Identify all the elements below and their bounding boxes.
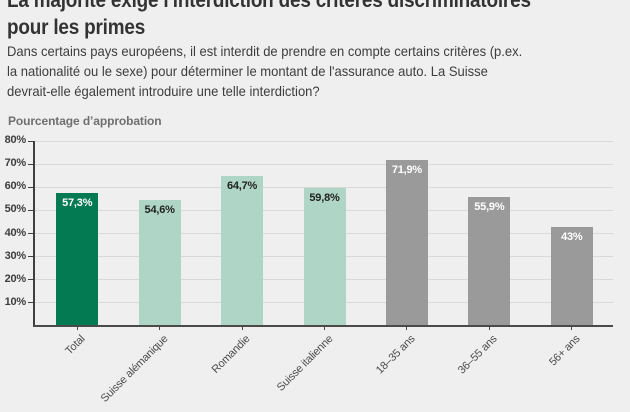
y-axis-label: 30% <box>4 249 27 262</box>
bar <box>550 226 593 326</box>
x-axis-tick <box>406 326 408 330</box>
y-axis-line <box>33 141 35 326</box>
x-axis-line <box>33 325 613 327</box>
bar <box>385 159 428 326</box>
y-axis-tick <box>28 186 33 188</box>
gridline <box>33 163 613 165</box>
page-title: La majorité exige l'interdiction des cri… <box>7 0 630 41</box>
y-axis-label: 80% <box>4 134 27 146</box>
y-axis-label: 60% <box>4 180 27 193</box>
x-axis-label: Total <box>63 333 88 358</box>
chart-subtitle-line-3: devrait-elle également introduire une te… <box>7 83 320 99</box>
y-axis-title: Pourcentage d’approbation <box>8 114 162 128</box>
chart-subtitle: Dans certains pays européens, il est int… <box>7 41 630 101</box>
bar-value-label: 64,7% <box>226 180 258 193</box>
bar <box>303 187 346 326</box>
bar-value-label: 55,9% <box>474 200 505 213</box>
bar <box>468 196 511 326</box>
y-axis-tick <box>28 163 33 165</box>
bar <box>56 193 99 326</box>
x-axis-tick <box>324 326 325 330</box>
x-axis-tick <box>488 326 490 330</box>
y-axis-tick <box>28 233 33 234</box>
y-axis-tick <box>28 256 33 258</box>
y-axis-tick <box>28 140 33 142</box>
x-axis-tick <box>159 326 161 330</box>
x-axis-tick <box>571 326 573 330</box>
x-axis-tick <box>76 326 78 330</box>
y-axis-tick <box>28 302 33 304</box>
x-axis-tick <box>241 326 243 330</box>
y-axis-label: 50% <box>4 203 27 216</box>
gridline <box>33 186 613 188</box>
bar <box>138 199 181 326</box>
bar <box>221 176 264 326</box>
bar-value-label: 54,6% <box>144 203 175 216</box>
bar-value-label: 43% <box>561 230 583 243</box>
page-title-line-2: pour les primes <box>7 16 146 39</box>
y-axis-tick <box>28 279 33 281</box>
chart-subtitle-line-2: la nationalité ou le sexe) pour détermin… <box>7 63 488 79</box>
y-axis-label: 40% <box>4 226 27 239</box>
y-axis-tick <box>28 209 33 211</box>
y-axis-label: 10% <box>4 295 27 308</box>
y-axis-label: 70% <box>4 157 27 170</box>
bar-value-label: 71,9% <box>391 163 423 176</box>
page-title-line-1: La majorité exige l'interdiction des cri… <box>7 0 531 12</box>
bar-value-label: 59,8% <box>309 191 340 204</box>
y-axis-label: 20% <box>4 272 27 285</box>
gridline <box>33 140 613 142</box>
bar-value-label: 57,3% <box>62 197 93 210</box>
chart-subtitle-line-1: Dans certains pays européens, il est int… <box>7 43 523 59</box>
